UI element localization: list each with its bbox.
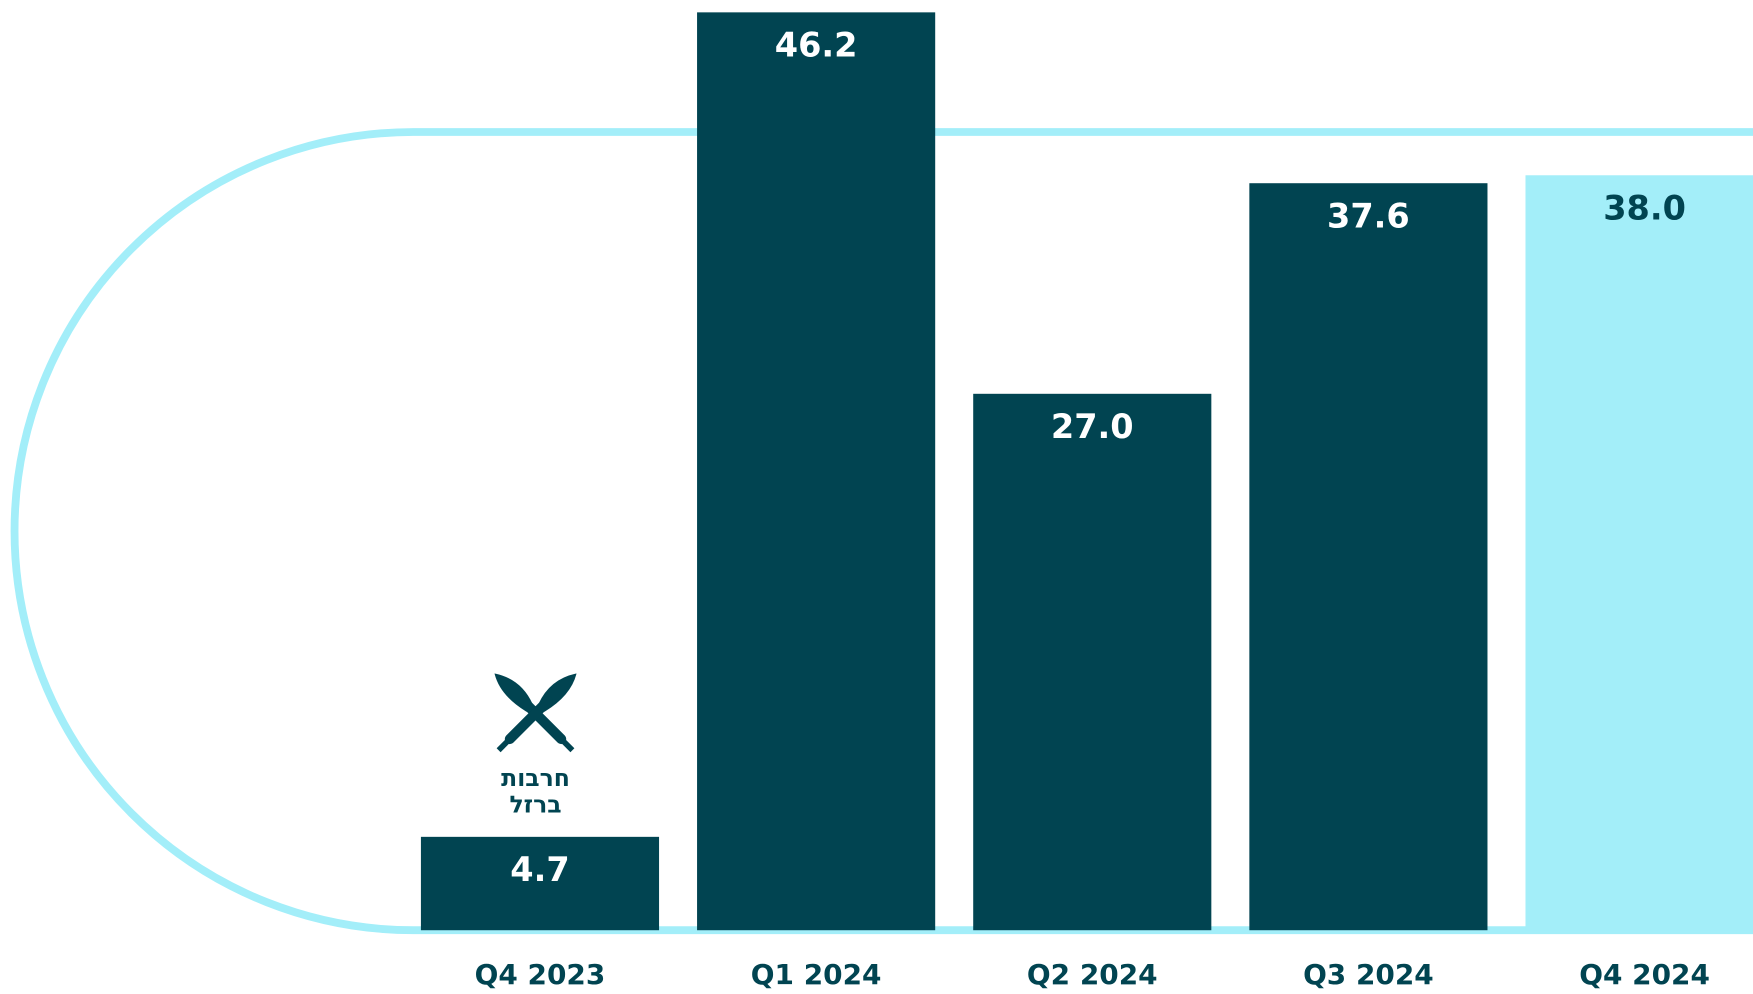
x-tick-label: Q2 2024 — [1027, 958, 1158, 991]
value-label: 4.7 — [510, 850, 569, 889]
value-label: 46.2 — [775, 26, 858, 65]
x-tick-label: Q3 2024 — [1303, 958, 1434, 991]
bar — [420, 836, 660, 931]
x-tick-label: Q4 2024 — [1579, 958, 1710, 991]
bar — [697, 12, 936, 931]
value-label: 38.0 — [1603, 188, 1686, 227]
bar — [1525, 175, 1753, 931]
value-label: 37.6 — [1327, 196, 1410, 235]
bar — [973, 393, 1212, 931]
bar — [1249, 183, 1488, 931]
x-tick-label: Q4 2023 — [475, 958, 606, 991]
value-label: 27.0 — [1051, 407, 1134, 446]
annotation-text: חרבות — [501, 764, 570, 792]
frame-outline — [10, 128, 1753, 935]
annotation-text: ברזל — [509, 791, 561, 819]
x-tick-label: Q1 2024 — [751, 958, 882, 991]
swords-icon — [494, 673, 577, 753]
